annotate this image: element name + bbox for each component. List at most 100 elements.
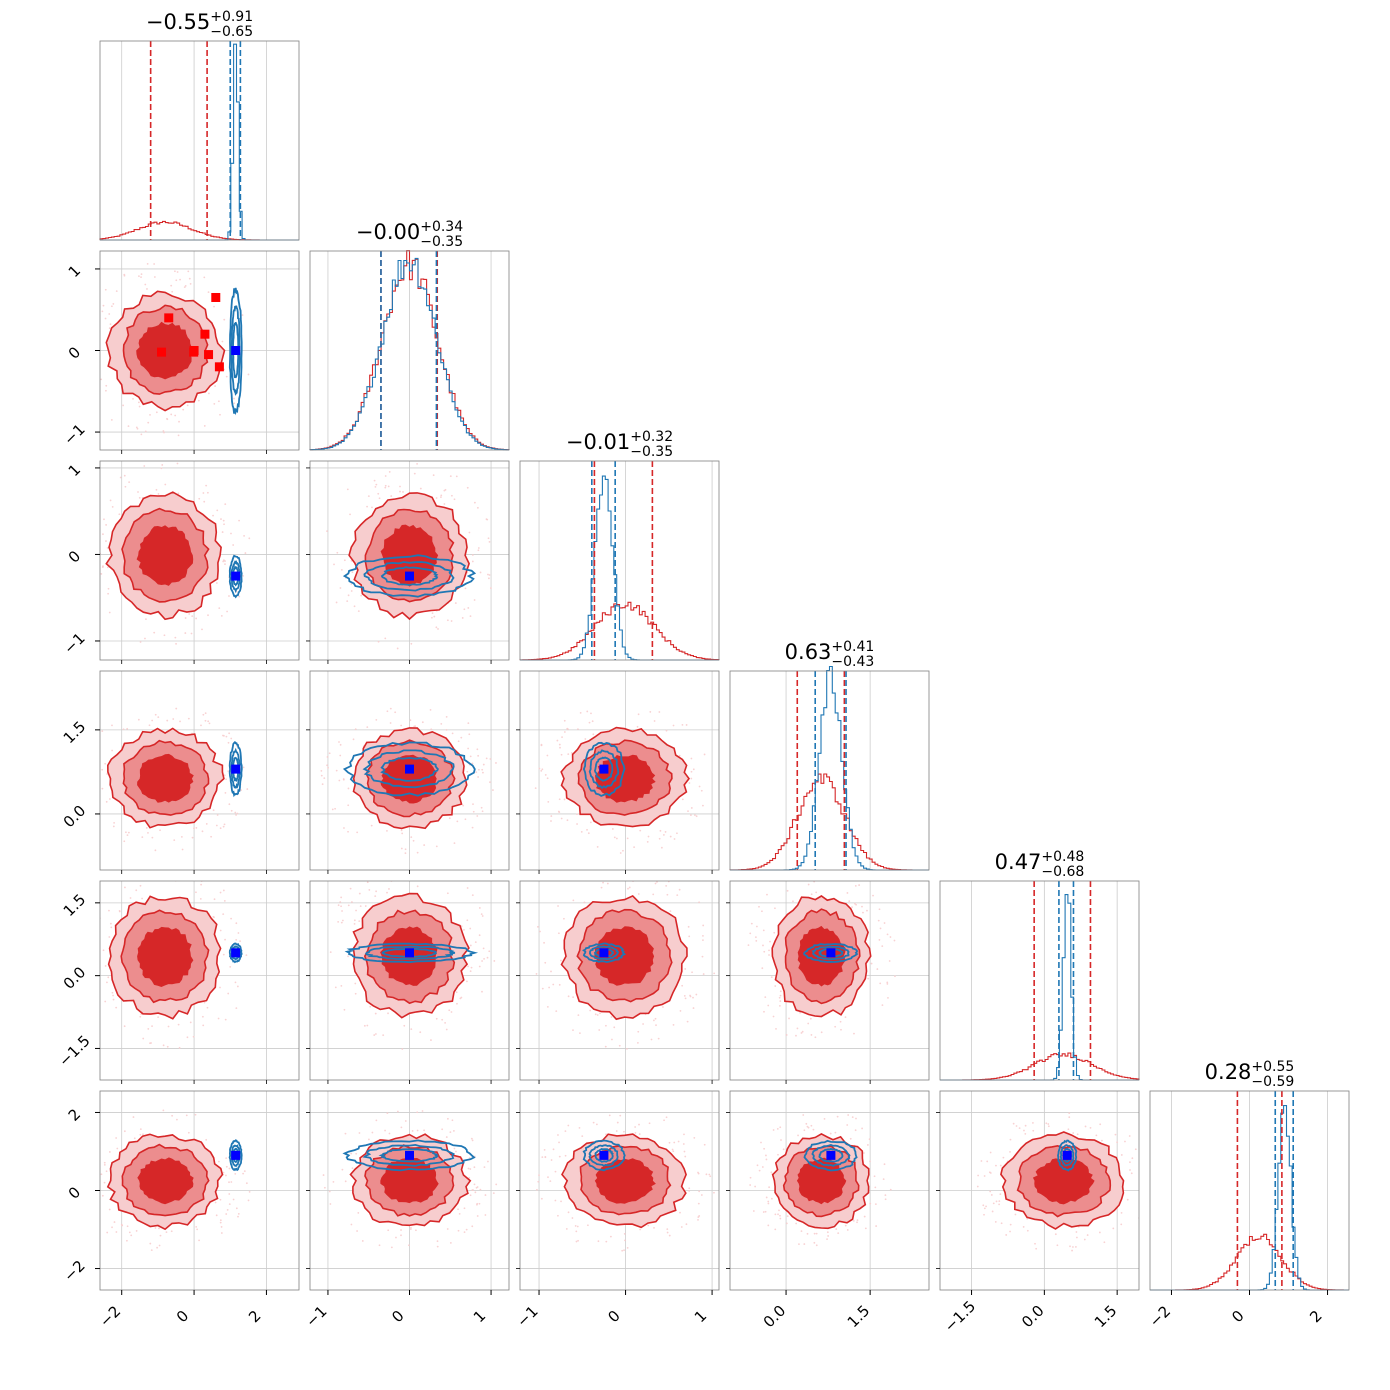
sample-point	[343, 559, 346, 562]
sample-point	[864, 1227, 867, 1230]
sample-point	[469, 615, 472, 618]
sample-point	[377, 640, 380, 643]
sample-point	[535, 973, 538, 975]
sample-point	[881, 1004, 884, 1006]
sample-point	[546, 754, 549, 757]
sample-point	[764, 996, 767, 999]
sample-point	[567, 1124, 570, 1127]
blue-contour-2	[588, 1144, 619, 1167]
sample-point	[190, 632, 193, 635]
sample-point	[805, 1122, 808, 1125]
sample-point	[194, 1113, 197, 1116]
sample-point	[470, 966, 473, 969]
sample-point	[576, 823, 578, 825]
sample-point	[634, 1126, 637, 1128]
sample-point	[840, 1028, 842, 1031]
sample-point	[788, 1017, 790, 1020]
title-minus-error: −0.59	[1251, 1074, 1294, 1090]
sample-point	[377, 492, 380, 495]
red-marker	[190, 0, 199, 9]
sample-point	[466, 919, 469, 922]
sample-point	[246, 788, 249, 790]
sample-point	[853, 1032, 855, 1035]
sample-point	[571, 1217, 574, 1219]
sample-point	[672, 724, 675, 727]
sample-point	[989, 1172, 992, 1174]
sample-point	[157, 1016, 160, 1018]
sample-point	[995, 1164, 997, 1167]
sample-point	[207, 720, 210, 723]
sample-point	[826, 1238, 828, 1241]
sample-point	[96, 1196, 98, 1198]
sample-point	[208, 392, 210, 395]
sample-point	[331, 808, 334, 811]
sample-point	[118, 909, 121, 912]
red-marker	[0, 0, 9, 9]
sample-point	[384, 637, 387, 640]
red-marker	[215, 0, 224, 9]
sample-point	[615, 837, 618, 840]
sample-point	[456, 820, 459, 823]
tick-label: 2	[1306, 1307, 1325, 1326]
sample-point	[559, 746, 561, 749]
sample-point	[164, 483, 167, 486]
sample-point	[466, 980, 468, 983]
sample-point	[217, 1017, 220, 1020]
sample-point	[1056, 1244, 1059, 1247]
sample-point	[347, 955, 349, 958]
sample-point	[654, 882, 657, 885]
title-minus-error: −0.35	[630, 444, 673, 460]
sample-point	[356, 1230, 358, 1232]
sample-point	[128, 481, 131, 484]
sample-point	[111, 724, 113, 727]
sample-point	[803, 1129, 806, 1132]
sample-point	[421, 721, 424, 724]
sample-point	[207, 291, 210, 294]
sample-point	[347, 594, 350, 597]
red-marker	[0, 0, 9, 9]
sample-point	[95, 521, 97, 523]
sample-point	[839, 1020, 842, 1023]
sample-point	[855, 1117, 857, 1120]
sample-point	[369, 1005, 372, 1008]
sample-point	[359, 905, 362, 908]
sample-point	[478, 1202, 481, 1205]
sample-point	[481, 810, 484, 813]
sample-point	[375, 718, 378, 721]
red-marker	[401, 0, 410, 9]
sample-point	[846, 892, 849, 894]
sample-point	[1103, 1241, 1106, 1244]
sample-point	[328, 752, 331, 755]
sample-point	[147, 831, 149, 834]
sample-point	[620, 872, 622, 874]
panel-contents	[730, 881, 929, 1080]
red-marker	[421, 0, 430, 9]
sample-point	[105, 540, 107, 542]
sample-point	[223, 823, 226, 826]
sample-point	[688, 782, 691, 784]
red-marker	[189, 0, 198, 9]
sample-point	[108, 1208, 111, 1211]
sample-point	[1076, 1133, 1079, 1136]
sample-point	[575, 1230, 578, 1233]
sample-point	[854, 1129, 857, 1132]
sample-point	[626, 1047, 628, 1050]
sample-point	[440, 722, 443, 725]
sample-point	[160, 467, 163, 470]
sample-point	[803, 1243, 806, 1245]
sample-point	[243, 534, 245, 537]
sample-point	[884, 1194, 887, 1197]
sample-point	[556, 739, 559, 742]
sample-point	[102, 533, 104, 536]
panel-frame	[729, 880, 930, 1081]
sample-point	[475, 771, 478, 774]
sample-point	[361, 1240, 364, 1242]
sample-point	[874, 1203, 877, 1206]
tick-label: 1	[65, 461, 84, 480]
red-contour-core	[595, 754, 656, 803]
sample-point	[779, 1214, 781, 1217]
sample-point	[374, 1033, 377, 1035]
sample-point	[488, 950, 491, 953]
blue-truth-marker	[231, 1150, 241, 1160]
blue-contour-1	[344, 942, 479, 964]
